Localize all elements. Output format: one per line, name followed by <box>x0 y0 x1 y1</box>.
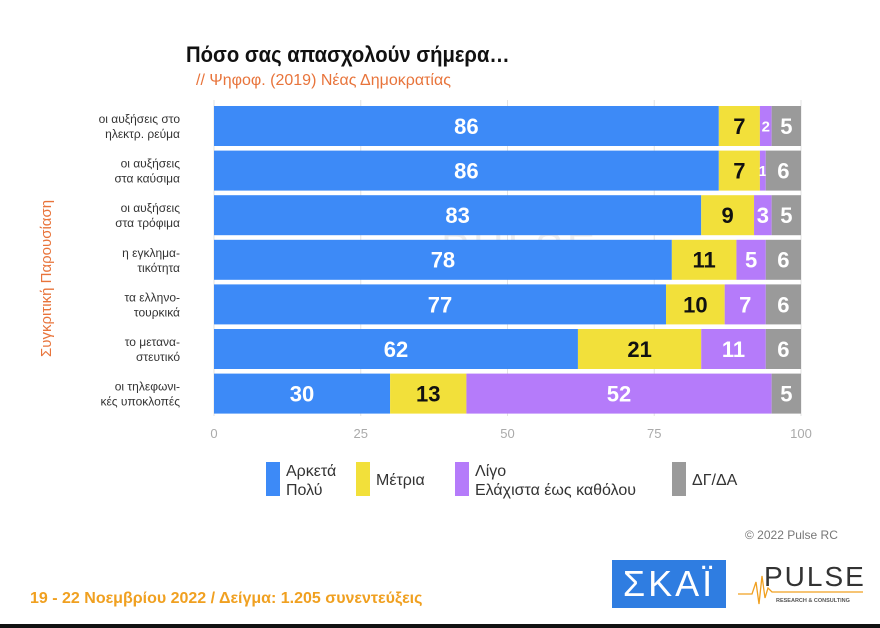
category-label: κές υποκλοπές <box>100 395 180 409</box>
data-label: 30 <box>290 382 314 407</box>
category-label: τα ελληνο- <box>124 290 180 304</box>
bar-segment <box>214 150 719 191</box>
bar-segment <box>701 195 755 236</box>
category-label: στευτικό <box>136 350 180 364</box>
svg-text:RESEARCH & CONSULTING: RESEARCH & CONSULTING <box>776 598 850 604</box>
category-label: οι αυξήσεις <box>121 157 181 171</box>
bar-segment <box>718 150 760 191</box>
bar-segment <box>718 106 760 146</box>
data-label: 7 <box>739 292 751 317</box>
bar-segment <box>765 329 801 369</box>
data-label: 9 <box>722 203 734 228</box>
legend-swatch <box>266 462 280 496</box>
pulse-logo: PULSE RESEARCH & CONSULTING <box>738 561 866 605</box>
data-label: 86 <box>454 159 478 184</box>
category-label: η εγκλημα- <box>122 246 180 260</box>
data-label: 86 <box>454 114 478 139</box>
legend-item: Αρκετά Πολύ <box>266 462 336 500</box>
bar-segment <box>771 195 801 236</box>
data-label: 1 <box>759 163 767 180</box>
bar-segment <box>671 239 737 280</box>
skai-logo: ΣΚΑΪ <box>612 560 726 608</box>
category-label: ηλεκτρ. ρεύμα <box>105 127 180 141</box>
bar-segment <box>765 284 801 325</box>
bar-segment <box>390 373 467 414</box>
category-label: τικότητα <box>137 261 180 275</box>
legend-label: Λίγο Ελάχιστα έως καθόλου <box>475 463 637 499</box>
data-label: 5 <box>780 382 792 407</box>
category-label: τουρκικά <box>134 305 180 319</box>
legend-item: Λίγο Ελάχιστα έως καθόλου <box>455 462 636 500</box>
data-label: 6 <box>777 292 789 317</box>
legend-item: Μέτρια <box>356 462 425 496</box>
bar-segment <box>214 106 719 146</box>
data-label: 77 <box>428 292 452 317</box>
bar-segment <box>771 373 801 414</box>
data-label: 2 <box>762 118 770 135</box>
bar-segment <box>724 284 766 325</box>
legend-label: Αρκετά Πολύ <box>286 463 337 499</box>
copyright: © 2022 Pulse RC <box>745 528 838 542</box>
bar-segment <box>214 329 578 369</box>
data-label: 7 <box>733 159 745 184</box>
x-tick-label: 0 <box>210 426 217 441</box>
data-label: 6 <box>777 248 789 273</box>
x-tick-label: 50 <box>500 426 514 441</box>
legend-label: ΔΓ/ΔΑ <box>692 472 738 489</box>
bar-segment <box>665 284 725 325</box>
legend-swatch <box>356 462 370 496</box>
bar-segment <box>466 373 772 414</box>
bar-segment <box>754 195 772 236</box>
data-label: 5 <box>780 203 792 228</box>
category-label: οι τηλεφωνι- <box>115 380 180 394</box>
bar-segment <box>736 239 766 280</box>
svg-text:PULSE: PULSE <box>764 561 866 592</box>
data-label: 7 <box>733 114 745 139</box>
data-label: 3 <box>757 203 769 228</box>
legend-swatch <box>455 462 469 496</box>
data-label: 11 <box>722 337 745 362</box>
legend-label: Μέτρια <box>376 472 425 489</box>
x-tick-label: 75 <box>647 426 661 441</box>
bar-segment <box>759 106 772 146</box>
bar-segment <box>214 284 666 325</box>
data-label: 5 <box>745 248 757 273</box>
chart-subtitle: // Ψηφοφ. (2019) Νέας Δημοκρατίας <box>196 72 451 89</box>
data-label: 62 <box>384 337 408 362</box>
bar-segment <box>214 373 391 414</box>
data-label: 13 <box>416 382 440 407</box>
bar-segment <box>765 150 801 191</box>
legend-swatch <box>672 462 686 496</box>
bar-segment <box>771 106 801 146</box>
bar-segment <box>759 150 766 191</box>
bar-segment <box>214 195 702 236</box>
data-label: 6 <box>777 159 789 184</box>
bar-segment <box>701 329 766 369</box>
data-label: 5 <box>780 114 792 139</box>
data-label: 83 <box>445 203 469 228</box>
data-label: 78 <box>431 248 455 273</box>
divider <box>0 624 880 628</box>
chart-title: Πόσο σας απασχολούν σήμερα… <box>186 42 510 67</box>
bar-segment <box>214 239 672 280</box>
data-label: 21 <box>627 337 651 362</box>
x-tick-label: 25 <box>354 426 368 441</box>
bar-segment <box>765 239 801 280</box>
legend-item: ΔΓ/ΔΑ <box>672 462 737 496</box>
category-label: στα καύσιμα <box>114 172 180 186</box>
x-tick-label: 100 <box>790 426 812 441</box>
data-label: 11 <box>693 248 716 273</box>
footer-sample-info: 19 - 22 Νοεμβρίου 2022 / Δείγμα: 1.205 σ… <box>30 590 423 607</box>
data-label: 6 <box>777 337 789 362</box>
data-label: 10 <box>683 292 707 317</box>
data-label: 52 <box>607 382 631 407</box>
category-label: στα τρόφιμα <box>115 216 180 230</box>
category-label: οι αυξήσεις στο <box>99 112 181 126</box>
bar-segment <box>577 329 702 369</box>
category-label: το μετανα- <box>125 335 180 349</box>
category-label: οι αυξήσεις <box>121 201 181 215</box>
